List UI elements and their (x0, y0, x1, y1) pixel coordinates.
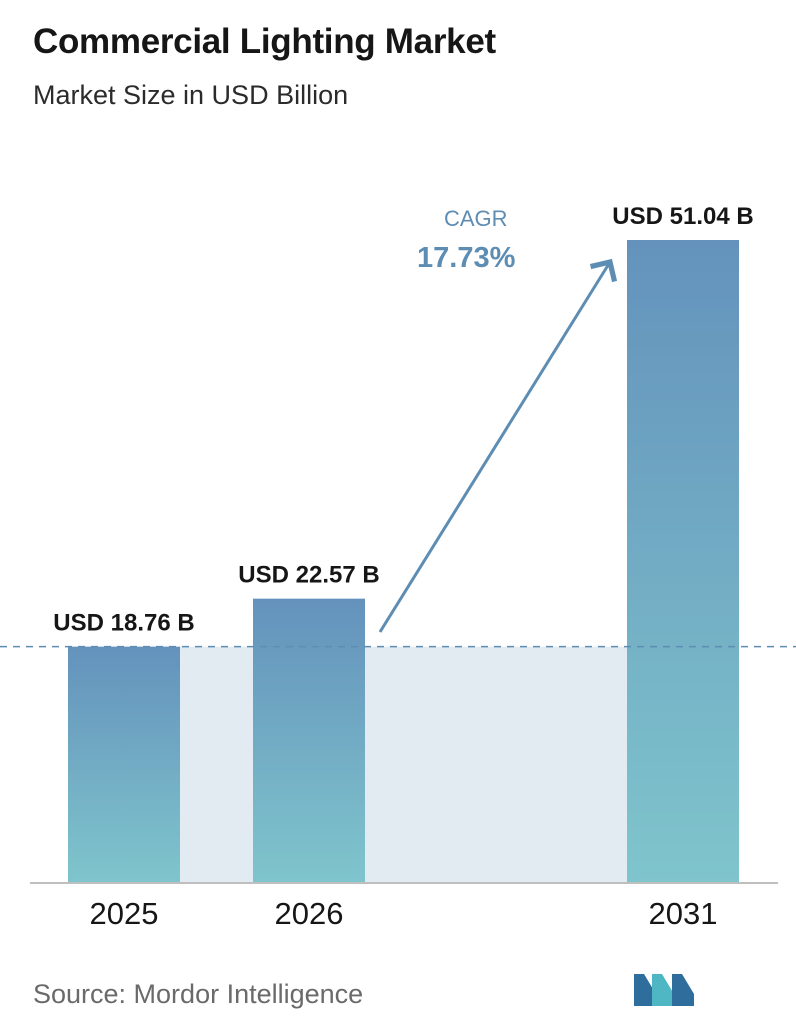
chart-title: Commercial Lighting Market (33, 22, 496, 61)
bar-group (68, 240, 739, 883)
x-tick-label-group: 2025 2026 2031 (90, 896, 718, 931)
bar-2025 (68, 646, 180, 883)
x-tick-label-2025: 2025 (90, 896, 159, 931)
cagr-arrow (378, 258, 618, 633)
bar-2026 (253, 598, 365, 883)
chart-subtitle: Market Size in USD Billion (33, 80, 349, 110)
data-label-group: USD 18.76 B USD 22.57 B USD 51.04 B (53, 203, 753, 637)
bar-2031 (627, 240, 739, 883)
cagr-label: CAGR (444, 206, 508, 231)
data-label-2025: USD 18.76 B (53, 610, 194, 637)
data-label-2026: USD 22.57 B (238, 562, 379, 589)
data-label-2031: USD 51.04 B (612, 203, 753, 230)
source-text: Source: Mordor Intelligence (33, 979, 364, 1009)
mordor-intelligence-logo-icon (634, 974, 694, 1006)
x-tick-label-2031: 2031 (649, 896, 718, 931)
x-tick-label-2026: 2026 (275, 896, 344, 931)
cagr-value: 17.73% (417, 242, 516, 274)
